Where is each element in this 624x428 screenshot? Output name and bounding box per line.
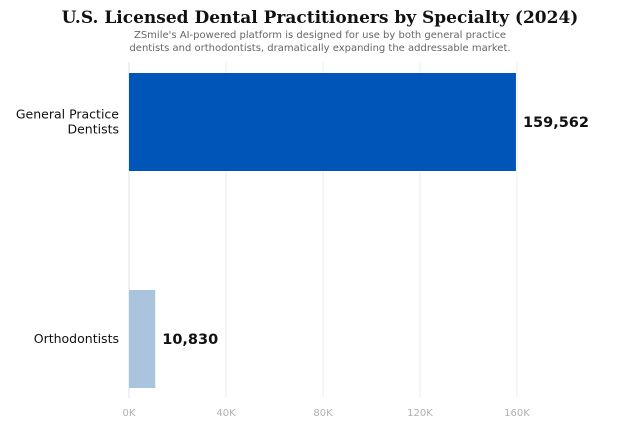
value-label-0: 159,562	[523, 115, 589, 131]
x-tick-label-80K: 80K	[313, 408, 333, 419]
chart-subtitle-line-1: ZSmile's AI-powered platform is designed…	[134, 30, 506, 41]
category-label-0-line-0: General Practice	[16, 107, 119, 122]
x-tick-label-120K: 120K	[407, 408, 433, 419]
category-label-1-line-0: Orthodontists	[34, 331, 119, 346]
bar-0	[129, 73, 516, 171]
x-tick-label-40K: 40K	[216, 408, 236, 419]
value-label-1: 10,830	[162, 332, 218, 348]
chart-subtitle-line-2: dentists and orthodontists, dramatically…	[129, 43, 510, 54]
bars	[129, 73, 516, 388]
x-tick-label-160K: 160K	[504, 408, 530, 419]
category-label-0-line-1: Dentists	[67, 122, 119, 137]
bar-1	[129, 290, 156, 388]
chart-title: U.S. Licensed Dental Practitioners by Sp…	[62, 8, 579, 28]
x-tick-label-0K: 0K	[123, 408, 136, 419]
x-axis-ticks: 0K 40K 80K 120K 160K	[123, 408, 531, 419]
